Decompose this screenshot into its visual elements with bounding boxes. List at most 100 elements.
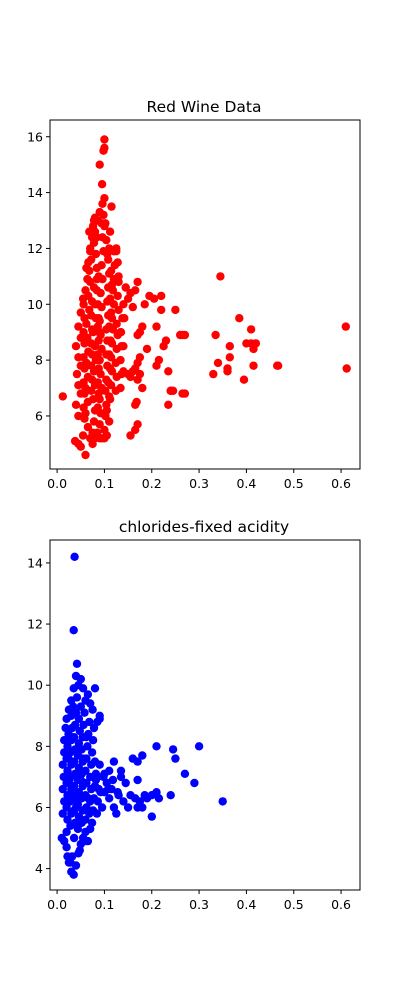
scatter-point — [76, 775, 86, 785]
scatter-point — [95, 207, 104, 217]
scatter-point — [164, 400, 173, 409]
scatter-point — [89, 723, 99, 733]
x-tick-label: 0.2 — [142, 897, 162, 912]
scatter-point — [88, 705, 97, 714]
scatter-point — [84, 794, 93, 803]
scatter-point — [95, 714, 104, 723]
scatter-point — [239, 375, 249, 384]
scatter-point — [93, 797, 103, 806]
scatter-point — [235, 314, 244, 323]
scatter-point — [176, 330, 185, 340]
scatter-point — [133, 420, 142, 429]
scatter-point — [80, 364, 89, 373]
scatter-point — [95, 355, 104, 365]
scatter-point — [225, 342, 234, 351]
scatter-point — [190, 778, 199, 788]
scatter-point — [94, 272, 103, 281]
scatter-point — [69, 626, 78, 635]
scatter-point — [218, 797, 227, 806]
scatter-point — [138, 751, 147, 760]
scatter-point — [69, 791, 78, 800]
x-tick-label: 0.3 — [189, 476, 209, 491]
scatter-point — [142, 344, 152, 354]
scatter-point — [113, 258, 122, 267]
scatter-point — [126, 431, 135, 440]
scatter-point — [104, 784, 113, 794]
scatter-point — [91, 775, 101, 785]
scatter-point — [168, 386, 178, 395]
scatter-point — [225, 353, 234, 362]
scatter-point — [133, 775, 142, 785]
y-tick-label: 16 — [27, 129, 43, 144]
scatter-point — [123, 803, 133, 812]
scatter-point — [80, 314, 89, 323]
y-tick-label: 6 — [35, 800, 43, 815]
x-tick-label: 0.0 — [47, 476, 67, 491]
scatter-point — [342, 364, 351, 373]
scatter-point — [81, 836, 90, 846]
scatter-point — [180, 389, 190, 398]
scatter-point — [81, 815, 90, 824]
scatter-point — [171, 305, 180, 315]
scatter-point — [58, 392, 67, 401]
scatter-point — [83, 274, 92, 284]
scatter-point — [180, 769, 190, 778]
scatter-point — [113, 291, 122, 301]
scatter-point — [97, 261, 106, 270]
scatter-point — [94, 314, 103, 323]
scatter-point — [76, 442, 86, 451]
scatter-point — [116, 328, 125, 337]
scatter-point — [213, 358, 223, 368]
scatter-point — [97, 180, 107, 189]
scatter-point — [135, 369, 145, 379]
scatter-point — [87, 339, 96, 348]
scatter-point — [95, 760, 104, 769]
x-tick-label: 0.0 — [47, 897, 67, 912]
scatter-point — [97, 803, 107, 812]
scatter-point — [105, 227, 115, 236]
scatter-point — [105, 392, 114, 401]
scatter-point — [62, 803, 71, 812]
scatter-point — [121, 778, 130, 788]
plot-frame — [49, 539, 361, 891]
scatter-point — [75, 846, 85, 855]
scatter-points — [58, 135, 351, 460]
scatter-point — [69, 781, 79, 791]
scatter-point — [81, 450, 90, 460]
scatter-point — [102, 431, 112, 440]
scatter-point — [138, 322, 147, 331]
x-tick-label: 0.2 — [142, 476, 162, 491]
scatter-point — [98, 199, 107, 208]
scatter-point — [211, 330, 220, 340]
x-tick-label: 0.4 — [236, 897, 256, 912]
x-tick-label: 0.1 — [94, 897, 114, 912]
scatter-point — [76, 674, 86, 684]
x-axis: 0.0 0.1 0.2 0.3 0.4 0.5 0.6 — [47, 890, 351, 912]
scatter-point — [114, 305, 123, 315]
scatter-point — [128, 302, 137, 312]
scatter-point — [168, 745, 178, 754]
y-tick-label: 6 — [35, 408, 43, 423]
scatter-point — [95, 420, 104, 429]
scatter-point — [116, 766, 126, 775]
scatter-point — [89, 216, 99, 225]
scatter-point — [106, 336, 115, 345]
scatter-point — [154, 355, 164, 365]
chart-red-wine: Red Wine Data 0.0 0.1 0.2 0.3 0.4 0.5 0.6 6 8 10… — [27, 98, 361, 491]
scatter-point — [105, 417, 114, 426]
y-tick-label: 12 — [27, 241, 43, 256]
y-tick-label: 14 — [27, 185, 43, 200]
scatter-point — [116, 355, 125, 365]
y-axis: 6 8 10 12 14 16 — [27, 129, 50, 423]
scatter-point — [72, 369, 82, 379]
scatter-point — [87, 375, 97, 384]
x-tick-label: 0.4 — [236, 476, 256, 491]
scatter-point — [88, 395, 98, 404]
scatter-point — [132, 397, 141, 407]
scatter-point — [106, 266, 116, 275]
scatter-point — [83, 422, 93, 432]
scatter-point — [87, 748, 97, 757]
plot-frame — [49, 119, 361, 470]
scatter-point — [78, 431, 88, 440]
scatter-point — [79, 353, 88, 362]
